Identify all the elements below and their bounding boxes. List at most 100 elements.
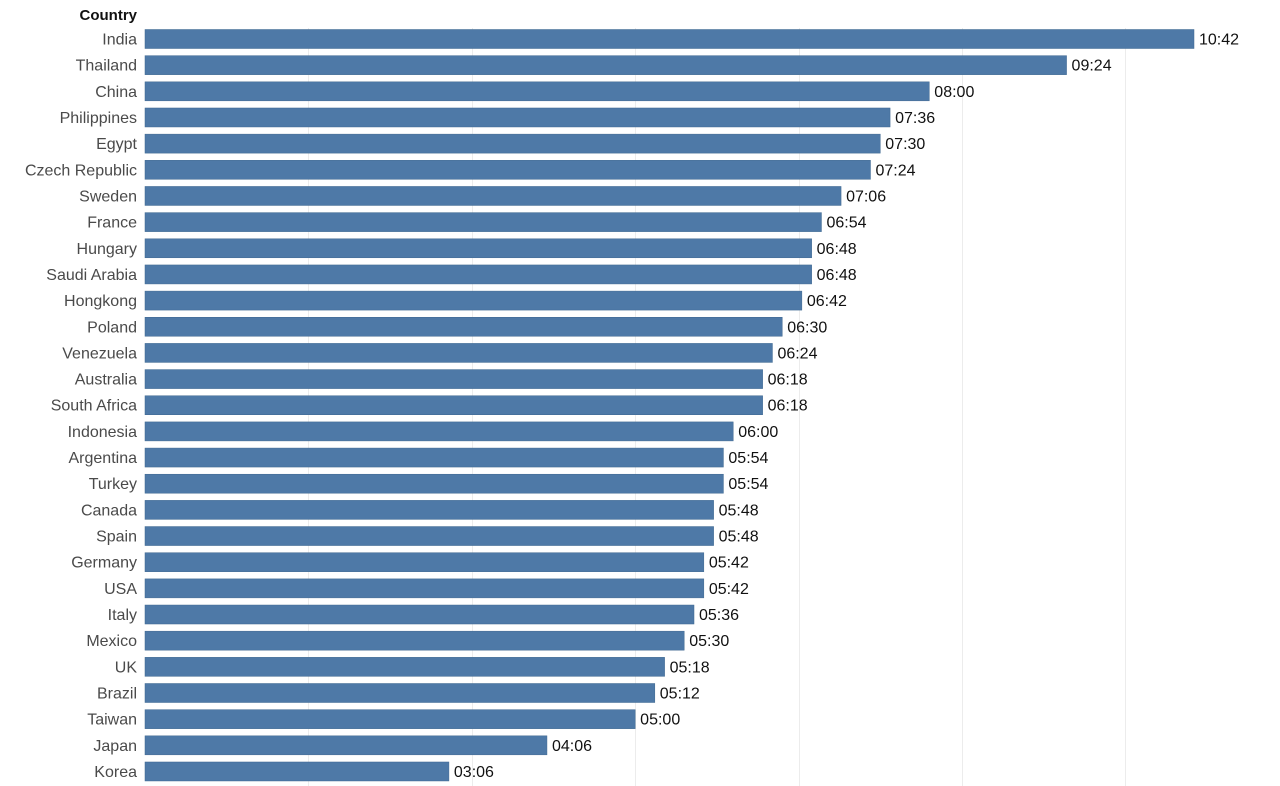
bar[interactable]	[144, 500, 714, 520]
bar[interactable]	[144, 107, 891, 128]
bar[interactable]	[144, 683, 656, 703]
value-label: 06:48	[817, 267, 857, 284]
category-label: South Africa	[51, 398, 137, 415]
y-axis-title: Country	[80, 7, 138, 24]
bar-row: Venezuela 06:24	[62, 343, 818, 363]
bar[interactable]	[144, 212, 822, 232]
bar-row: Japan 04:06	[93, 735, 592, 756]
bar[interactable]	[144, 81, 930, 102]
value-label: 05:42	[709, 555, 749, 572]
bar[interactable]	[144, 238, 812, 259]
bar[interactable]	[144, 290, 803, 311]
value-label: 05:30	[689, 633, 729, 650]
value-label: 05:36	[699, 607, 739, 624]
bar-row: France 06:54	[87, 212, 867, 232]
bar[interactable]	[144, 186, 842, 206]
bar[interactable]	[144, 264, 812, 285]
category-label: Turkey	[89, 476, 137, 493]
bar[interactable]	[144, 473, 724, 494]
category-label: Japan	[93, 738, 137, 755]
category-label: India	[102, 32, 137, 49]
category-label: Taiwan	[87, 712, 137, 729]
rows-layer: India 10:42 Thailand 09:24 China 08:00 Philipp…	[25, 29, 1239, 782]
value-label: 06:24	[777, 345, 817, 362]
value-label: 07:06	[846, 188, 886, 205]
bar-row: Indonesia 06:00	[68, 421, 778, 442]
category-label: USA	[104, 581, 137, 598]
bar[interactable]	[144, 526, 714, 546]
bar-row: Philippines 07:36	[60, 107, 935, 128]
bar-row: UK 05:18	[115, 657, 710, 677]
value-label: 09:24	[1072, 58, 1112, 75]
bar[interactable]	[144, 552, 705, 572]
value-label: 10:42	[1199, 32, 1239, 49]
category-label: Poland	[87, 319, 137, 336]
value-label: 03:06	[454, 764, 494, 781]
bar-row: Sweden 07:06	[79, 186, 886, 206]
category-label: Philippines	[60, 110, 137, 127]
bar-row: USA 05:42	[104, 578, 749, 599]
category-label: Czech Republic	[25, 162, 137, 179]
bar[interactable]	[144, 709, 636, 729]
value-label: 05:12	[660, 686, 700, 703]
bar-row: Korea 03:06	[94, 761, 494, 782]
bar-row: Australia 06:18	[75, 369, 808, 389]
bar-row: Canada 05:48	[81, 500, 759, 520]
bar[interactable]	[144, 657, 665, 677]
category-label: Spain	[96, 529, 137, 546]
value-label: 05:54	[728, 450, 768, 467]
bar-row: Poland 06:30	[87, 317, 827, 337]
bar[interactable]	[144, 343, 773, 363]
bar[interactable]	[144, 395, 763, 415]
value-label: 06:54	[826, 215, 866, 232]
bar[interactable]	[144, 317, 783, 337]
category-label: Mexico	[86, 633, 137, 650]
bar[interactable]	[144, 29, 1195, 49]
bar-row: Turkey 05:54	[89, 473, 769, 494]
value-label: 05:00	[640, 712, 680, 729]
bar-row: Thailand 09:24	[76, 55, 1112, 75]
category-label: Venezuela	[62, 345, 137, 362]
bar-row: Mexico 05:30	[86, 630, 729, 651]
value-label: 05:48	[719, 529, 759, 546]
bar[interactable]	[144, 447, 724, 468]
category-label: Canada	[81, 502, 137, 519]
bar[interactable]	[144, 604, 695, 625]
category-label: Saudi Arabia	[46, 267, 137, 284]
bar-row: Egypt 07:30	[96, 133, 925, 154]
bar[interactable]	[144, 630, 685, 651]
bar[interactable]	[144, 160, 871, 180]
bar-row: Czech Republic 07:24	[25, 160, 916, 180]
category-label: Korea	[94, 764, 137, 781]
category-label: Thailand	[76, 58, 137, 75]
bar[interactable]	[144, 55, 1067, 75]
value-label: 05:54	[728, 476, 768, 493]
bar[interactable]	[144, 735, 548, 756]
value-label: 07:24	[875, 162, 915, 179]
category-label: China	[95, 84, 137, 101]
value-label: 07:30	[885, 136, 925, 153]
value-label: 05:42	[709, 581, 749, 598]
category-label: Australia	[75, 372, 137, 389]
bar-row: China 08:00	[95, 81, 974, 102]
category-label: Germany	[71, 555, 137, 572]
bar-row: India 10:42	[102, 29, 1239, 49]
bar-row: Taiwan 05:00	[87, 709, 680, 729]
bar-row: Hungary 06:48	[77, 238, 857, 259]
value-label: 06:18	[768, 372, 808, 389]
bar[interactable]	[144, 369, 763, 389]
category-label: Brazil	[97, 686, 137, 703]
bar[interactable]	[144, 421, 734, 442]
category-label: Italy	[108, 607, 137, 624]
bar-row: South Africa 06:18	[51, 395, 808, 415]
value-label: 06:48	[817, 241, 857, 258]
category-label: Hongkong	[64, 293, 137, 310]
bar-row: Italy 05:36	[108, 604, 739, 625]
category-label: Sweden	[79, 188, 137, 205]
value-label: 06:30	[787, 319, 827, 336]
bar[interactable]	[144, 761, 450, 782]
bar-row: Hongkong 06:42	[64, 290, 847, 311]
bar[interactable]	[144, 578, 705, 599]
bar[interactable]	[144, 133, 881, 154]
